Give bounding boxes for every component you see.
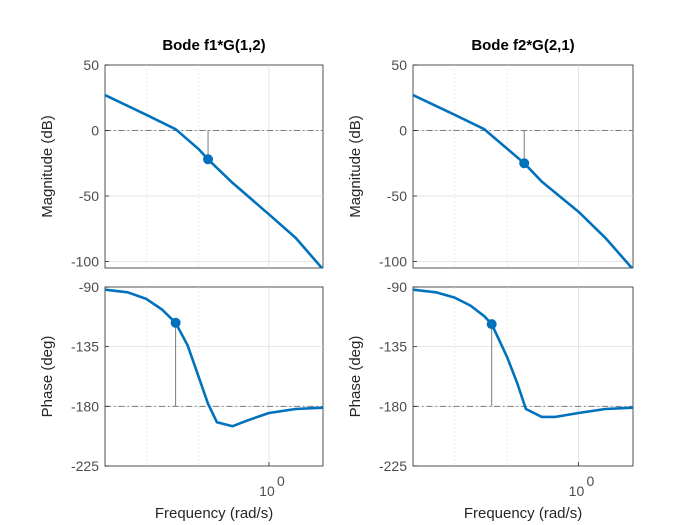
y-tick-label: -100 [379,253,407,269]
panel-4: -90 -135 -180 -225 100 Phase (deg) Frequency (… [347,279,634,522]
y-tick-label: -50 [79,188,99,204]
margin-marker [519,158,530,169]
y-tick-label: -135 [71,339,99,355]
x-tick-label: 10 [259,483,275,499]
margin-marker [486,319,497,330]
y-tick-label: -180 [379,398,407,414]
panel-3: -90 -135 -180 -225 100 Phase (deg) Frequency (… [39,279,324,522]
plot-area [412,286,634,467]
y-axis-label: Magnitude (dB) [347,115,364,218]
y-tick-label: -225 [379,458,407,474]
y-tick-label: -225 [71,458,99,474]
y-tick-label: 50 [83,57,99,73]
y-tick-label: -100 [71,253,99,269]
chart-title: Bode f2*G(2,1) [471,37,574,54]
x-axis-label: Frequency (rad/s) [464,505,582,522]
y-axis-label: Phase (deg) [39,336,56,418]
x-tick-exponent: 0 [586,473,594,489]
margin-marker [170,317,181,328]
y-tick-label: -50 [387,188,407,204]
panel-1: 50 0 -50 -100 Bode f1*G(1,2) Magnitude (dB) [39,37,324,269]
series-line-1 [105,288,323,428]
x-tick-label: 10 [569,483,585,499]
y-tick-label: -90 [79,279,99,295]
plot-area [104,286,324,467]
series-line-1 [413,288,633,419]
y-tick-label: 0 [399,122,407,138]
y-tick-label: -90 [387,279,407,295]
y-tick-label: 0 [91,122,99,138]
y-tick-label: -180 [71,398,99,414]
panel-2: 50 0 -50 -100 Bode f2*G(2,1) Magnitude (dB) [347,37,634,269]
x-axis-label: Frequency (rad/s) [155,505,273,522]
y-axis-label: Magnitude (dB) [39,115,56,218]
margin-marker [203,154,214,165]
chart-title: Bode f1*G(1,2) [162,37,265,54]
y-tick-label: -135 [379,339,407,355]
x-tick-exponent: 0 [277,473,285,489]
y-axis-label: Phase (deg) [347,336,364,418]
y-tick-label: 50 [391,57,407,73]
